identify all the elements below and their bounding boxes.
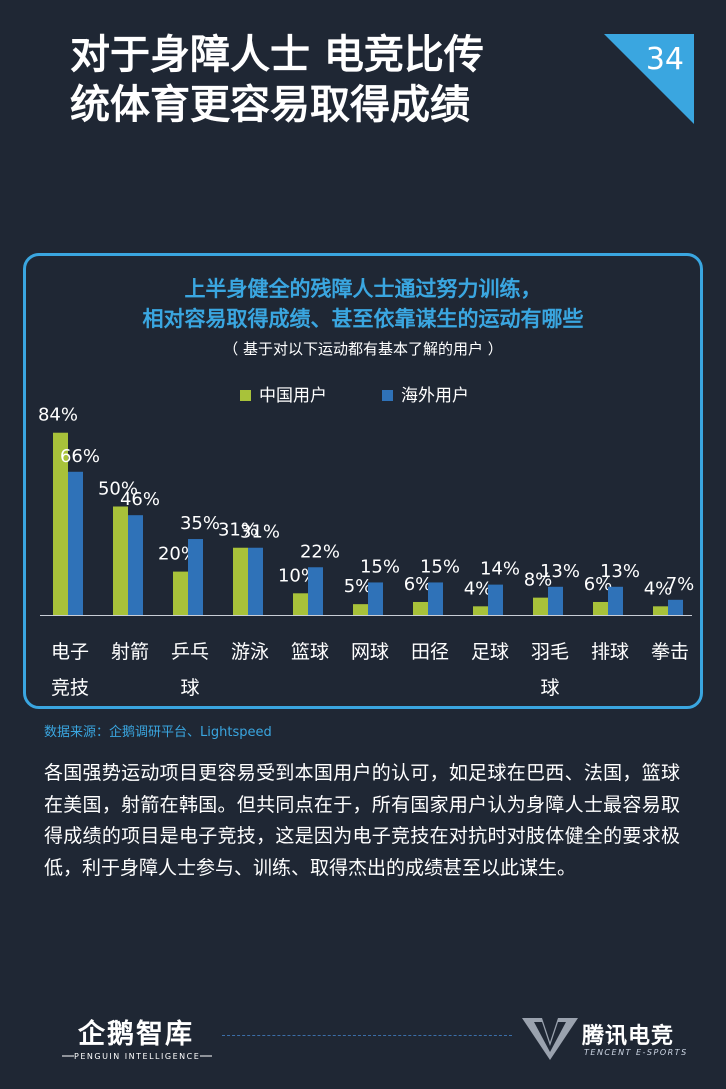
bar-0-1 [113,506,128,615]
logo-swoosh-shape [62,1055,212,1057]
bar-0-4 [293,593,308,615]
corner-triangle-shape [604,34,694,124]
category-label-4-0: 篮球 [291,641,329,663]
category-label-0-1: 竞技 [51,677,89,699]
data-label-1-6: 15% [420,556,460,577]
data-label-1-3: 31% [240,522,280,543]
data-label-1-0: 66% [60,446,100,467]
category-label-8-0: 羽毛 [531,641,569,663]
penguin-intelligence-logo: 企鹅智库 PENGUIN INTELLIGENCE [62,1006,212,1066]
category-label-3-0: 游泳 [231,641,269,663]
data-label-0-1: 50% [98,479,138,500]
bar-1-4 [308,567,323,615]
data-label-1-7: 14% [480,559,520,580]
bar-0-5 [353,604,368,615]
category-label-10-0: 拳击 [651,641,689,663]
bar-0-8 [533,597,548,615]
data-label-1-2: 35% [180,513,220,534]
chart-panel: 上半身健全的残障人士通过努力训练， 相对容易取得成绩、甚至依靠谋生的运动有哪些 … [23,253,703,709]
logo-right-text: 腾讯电竞 [582,1024,675,1049]
bar-1-5 [368,582,383,615]
bar-1-3 [248,547,263,615]
page-number: 34 [645,42,684,77]
data-label-1-9: 13% [600,561,640,582]
bar-0-0 [53,432,68,615]
bar-1-8 [548,586,563,615]
data-label-0-0: 84% [38,405,78,426]
category-label-9-0: 排球 [591,641,629,663]
category-label-2-1: 球 [180,677,199,699]
footer-divider [222,1035,512,1036]
data-label-1-4: 22% [300,541,340,562]
data-label-0-6: 6% [404,574,433,595]
data-label-1-8: 13% [540,561,580,582]
category-label-2-0: 乒乓 [171,641,209,663]
category-label-6-0: 田径 [411,641,449,663]
bar-1-9 [608,586,623,615]
bar-0-6 [413,601,428,615]
page-title-line-1: 对于身障人士 电竞比传 [70,32,484,78]
data-label-0-8: 8% [524,570,553,591]
category-label-5-0: 网球 [351,641,389,663]
legend-swatch-1 [382,390,393,401]
v-emblem-icon [522,1018,578,1060]
category-label-0-0: 电子 [51,641,89,663]
bar-1-7 [488,584,503,615]
data-label-0-9: 6% [584,574,613,595]
category-label-7-0: 足球 [471,641,509,663]
bar-0-7 [473,606,488,615]
page-title: 对于身障人士 电竞比传 统体育更容易取得成绩 [70,30,590,130]
logo-left-subtext: PENGUIN INTELLIGENCE [74,1052,201,1061]
bar-0-10 [653,606,668,615]
source-note: 数据来源：企鹅调研平台、Lightspeed [44,725,272,740]
chart-subtitle: （ 基于对以下运动都有基本了解的用户 ） [223,340,503,358]
chart-title-line-2: 相对容易取得成绩、甚至依靠谋生的运动有哪些 [142,307,584,331]
bar-1-0 [68,471,83,615]
bar-1-1 [128,515,143,615]
bar-0-2 [173,571,188,615]
data-label-1-1: 46% [120,489,160,510]
data-label-0-3: 31% [218,520,258,541]
bar-1-10 [668,599,683,615]
logo-right-subtext: TENCENT E-SPORTS [584,1048,688,1057]
body-paragraph: 各国强势运动项目更容易受到本国用户的认可，如足球在巴西、法国，篮球在美国，射箭在… [44,762,680,879]
bar-chart: 中国用户 海外用户84%66%电子竞技50%46%射箭20%35%乒乓球31%31… [38,386,695,699]
page-title-line-2: 统体育更容易取得成绩 [70,82,470,128]
chart-title-line-1: 上半身健全的残障人士通过努力训练， [184,277,542,301]
category-label-1-0: 射箭 [111,641,149,663]
data-label-1-5: 15% [360,556,400,577]
data-label-0-5: 5% [344,576,373,597]
legend-label-0: 中国用户 [259,386,327,406]
legend-label-1: 海外用户 [401,386,469,406]
page-number-badge: 34 [604,34,694,124]
bar-1-6 [428,582,443,615]
logo-left-text: 企鹅智库 [78,1019,194,1050]
data-label-1-10: 7% [666,574,695,595]
legend-swatch-0 [240,390,251,401]
data-label-0-7: 4% [464,578,493,599]
bar-1-2 [188,539,203,615]
category-label-8-1: 球 [540,677,559,699]
bar-0-3 [233,547,248,615]
bar-0-9 [593,601,608,615]
tencent-esports-logo: 腾讯电竞 TENCENT E-SPORTS [520,1010,700,1070]
data-label-0-10: 4% [644,578,673,599]
